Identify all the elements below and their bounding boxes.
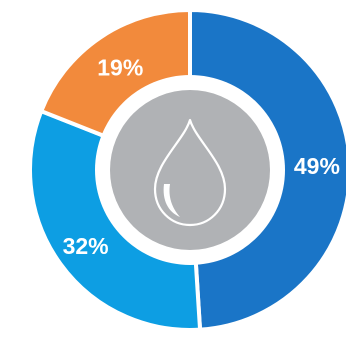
slice-label-2: 32% bbox=[63, 233, 109, 259]
water-drop-icon bbox=[153, 118, 227, 227]
slice-label-1: 49% bbox=[294, 153, 340, 179]
slice-label-3: 19% bbox=[97, 54, 143, 80]
center-disc bbox=[110, 90, 270, 250]
slice-labels: 49% 32% 19% bbox=[63, 54, 340, 258]
